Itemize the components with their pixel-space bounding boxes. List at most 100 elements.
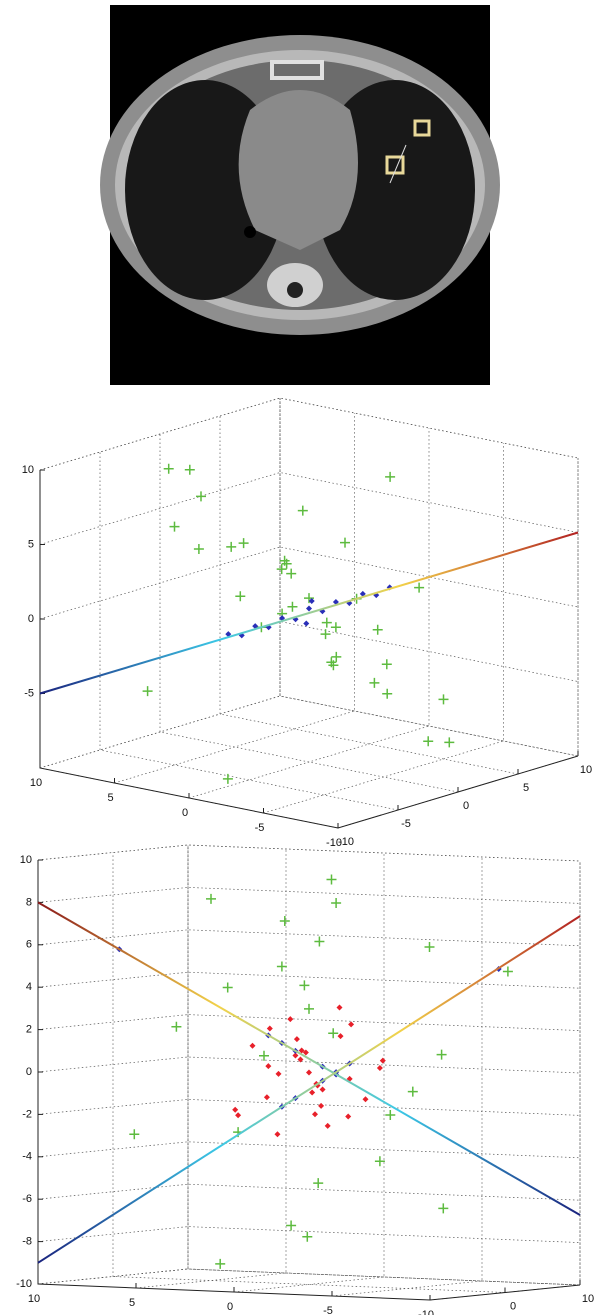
z-tick-label: 0	[26, 1066, 32, 1078]
ct-canal	[287, 282, 303, 298]
point	[309, 1089, 316, 1096]
ct-scan	[100, 5, 500, 385]
point	[171, 1021, 182, 1032]
grid-line	[37, 887, 581, 904]
point	[306, 1069, 312, 1076]
point	[275, 1070, 282, 1077]
point	[235, 591, 246, 602]
point	[163, 463, 174, 474]
x-tick-label: 5	[107, 792, 113, 804]
point	[369, 677, 380, 688]
point	[279, 916, 290, 926]
grid-line	[37, 1014, 581, 1031]
box-edge	[37, 844, 581, 1286]
grid-line	[337, 458, 579, 829]
point	[312, 1111, 318, 1118]
point	[313, 1178, 324, 1189]
grid-line	[114, 413, 355, 784]
point	[306, 605, 312, 612]
point	[345, 1113, 352, 1120]
x-tick-label: -10	[418, 1309, 434, 1315]
point	[340, 537, 350, 548]
z-tick-label: 10	[20, 854, 32, 866]
point	[184, 464, 195, 475]
x-tick-label: 10	[28, 1293, 40, 1305]
point	[304, 593, 314, 604]
point	[318, 1102, 325, 1109]
y-tick-label: -5	[401, 818, 411, 830]
grid-line	[135, 849, 287, 1289]
grid-line	[39, 397, 579, 471]
point	[249, 1042, 256, 1049]
x-tick-label: 0	[182, 807, 188, 819]
z-tick-label: -2	[22, 1108, 32, 1120]
point	[169, 521, 180, 532]
point	[235, 1112, 242, 1119]
grid-line	[99, 452, 399, 811]
point	[298, 1047, 305, 1054]
axis-edge	[37, 860, 581, 1301]
grid-line	[37, 1141, 581, 1159]
point	[319, 1086, 326, 1093]
grid-line	[331, 857, 483, 1297]
point	[337, 1033, 344, 1040]
point	[142, 686, 153, 697]
point	[436, 1049, 447, 1060]
x-tick-label: 0	[227, 1301, 233, 1313]
grid-line	[39, 621, 579, 694]
point	[328, 660, 339, 671]
point	[222, 773, 233, 784]
grid-line	[37, 1183, 581, 1201]
point	[215, 1258, 226, 1269]
z-tick-label: 6	[26, 939, 32, 951]
point	[193, 544, 204, 554]
point	[263, 1094, 270, 1101]
grid-line	[219, 416, 519, 775]
x-tick-label: 5	[129, 1297, 135, 1309]
z-tick-label: 5	[28, 538, 34, 550]
y-tick-label: 10	[582, 1293, 594, 1305]
z-tick-label: 0	[28, 613, 34, 625]
z-tick-label: -6	[22, 1193, 32, 1205]
y-tick-label: 0	[510, 1300, 516, 1312]
point	[308, 598, 315, 604]
point	[266, 1025, 273, 1032]
point	[379, 1057, 386, 1064]
point	[299, 980, 310, 991]
grid-line	[37, 1226, 581, 1243]
point	[226, 541, 237, 552]
point	[279, 555, 290, 566]
z-tick-label: 8	[26, 896, 32, 908]
grid-line	[263, 443, 504, 814]
point	[276, 961, 287, 972]
y-tick-label: 0	[463, 800, 469, 812]
ct-airway	[244, 226, 256, 238]
point	[438, 1203, 449, 1214]
grid-line	[37, 1056, 581, 1074]
point	[297, 1056, 304, 1063]
point	[265, 1063, 272, 1070]
point	[293, 1036, 300, 1043]
roi-box	[385, 155, 405, 175]
point	[424, 942, 435, 953]
x-tick-label: 10	[30, 777, 42, 789]
grid-line	[233, 853, 385, 1293]
grid-line	[37, 1268, 581, 1286]
grid-line	[39, 398, 281, 769]
x-tick-label: -10	[326, 837, 342, 849]
point	[374, 1156, 385, 1167]
point	[276, 564, 287, 575]
point	[238, 538, 249, 549]
grid-line	[429, 861, 581, 1301]
grid-line	[112, 852, 506, 1293]
point	[326, 874, 337, 885]
grid-line	[187, 845, 581, 1286]
fit-line	[37, 915, 581, 1264]
z-tick-label: -10	[16, 1278, 32, 1290]
grid-line	[159, 434, 459, 793]
grid-line	[39, 546, 579, 620]
point	[314, 936, 325, 947]
grid-line	[37, 1099, 581, 1116]
z-tick-label: 2	[26, 1024, 32, 1036]
point	[382, 688, 393, 699]
